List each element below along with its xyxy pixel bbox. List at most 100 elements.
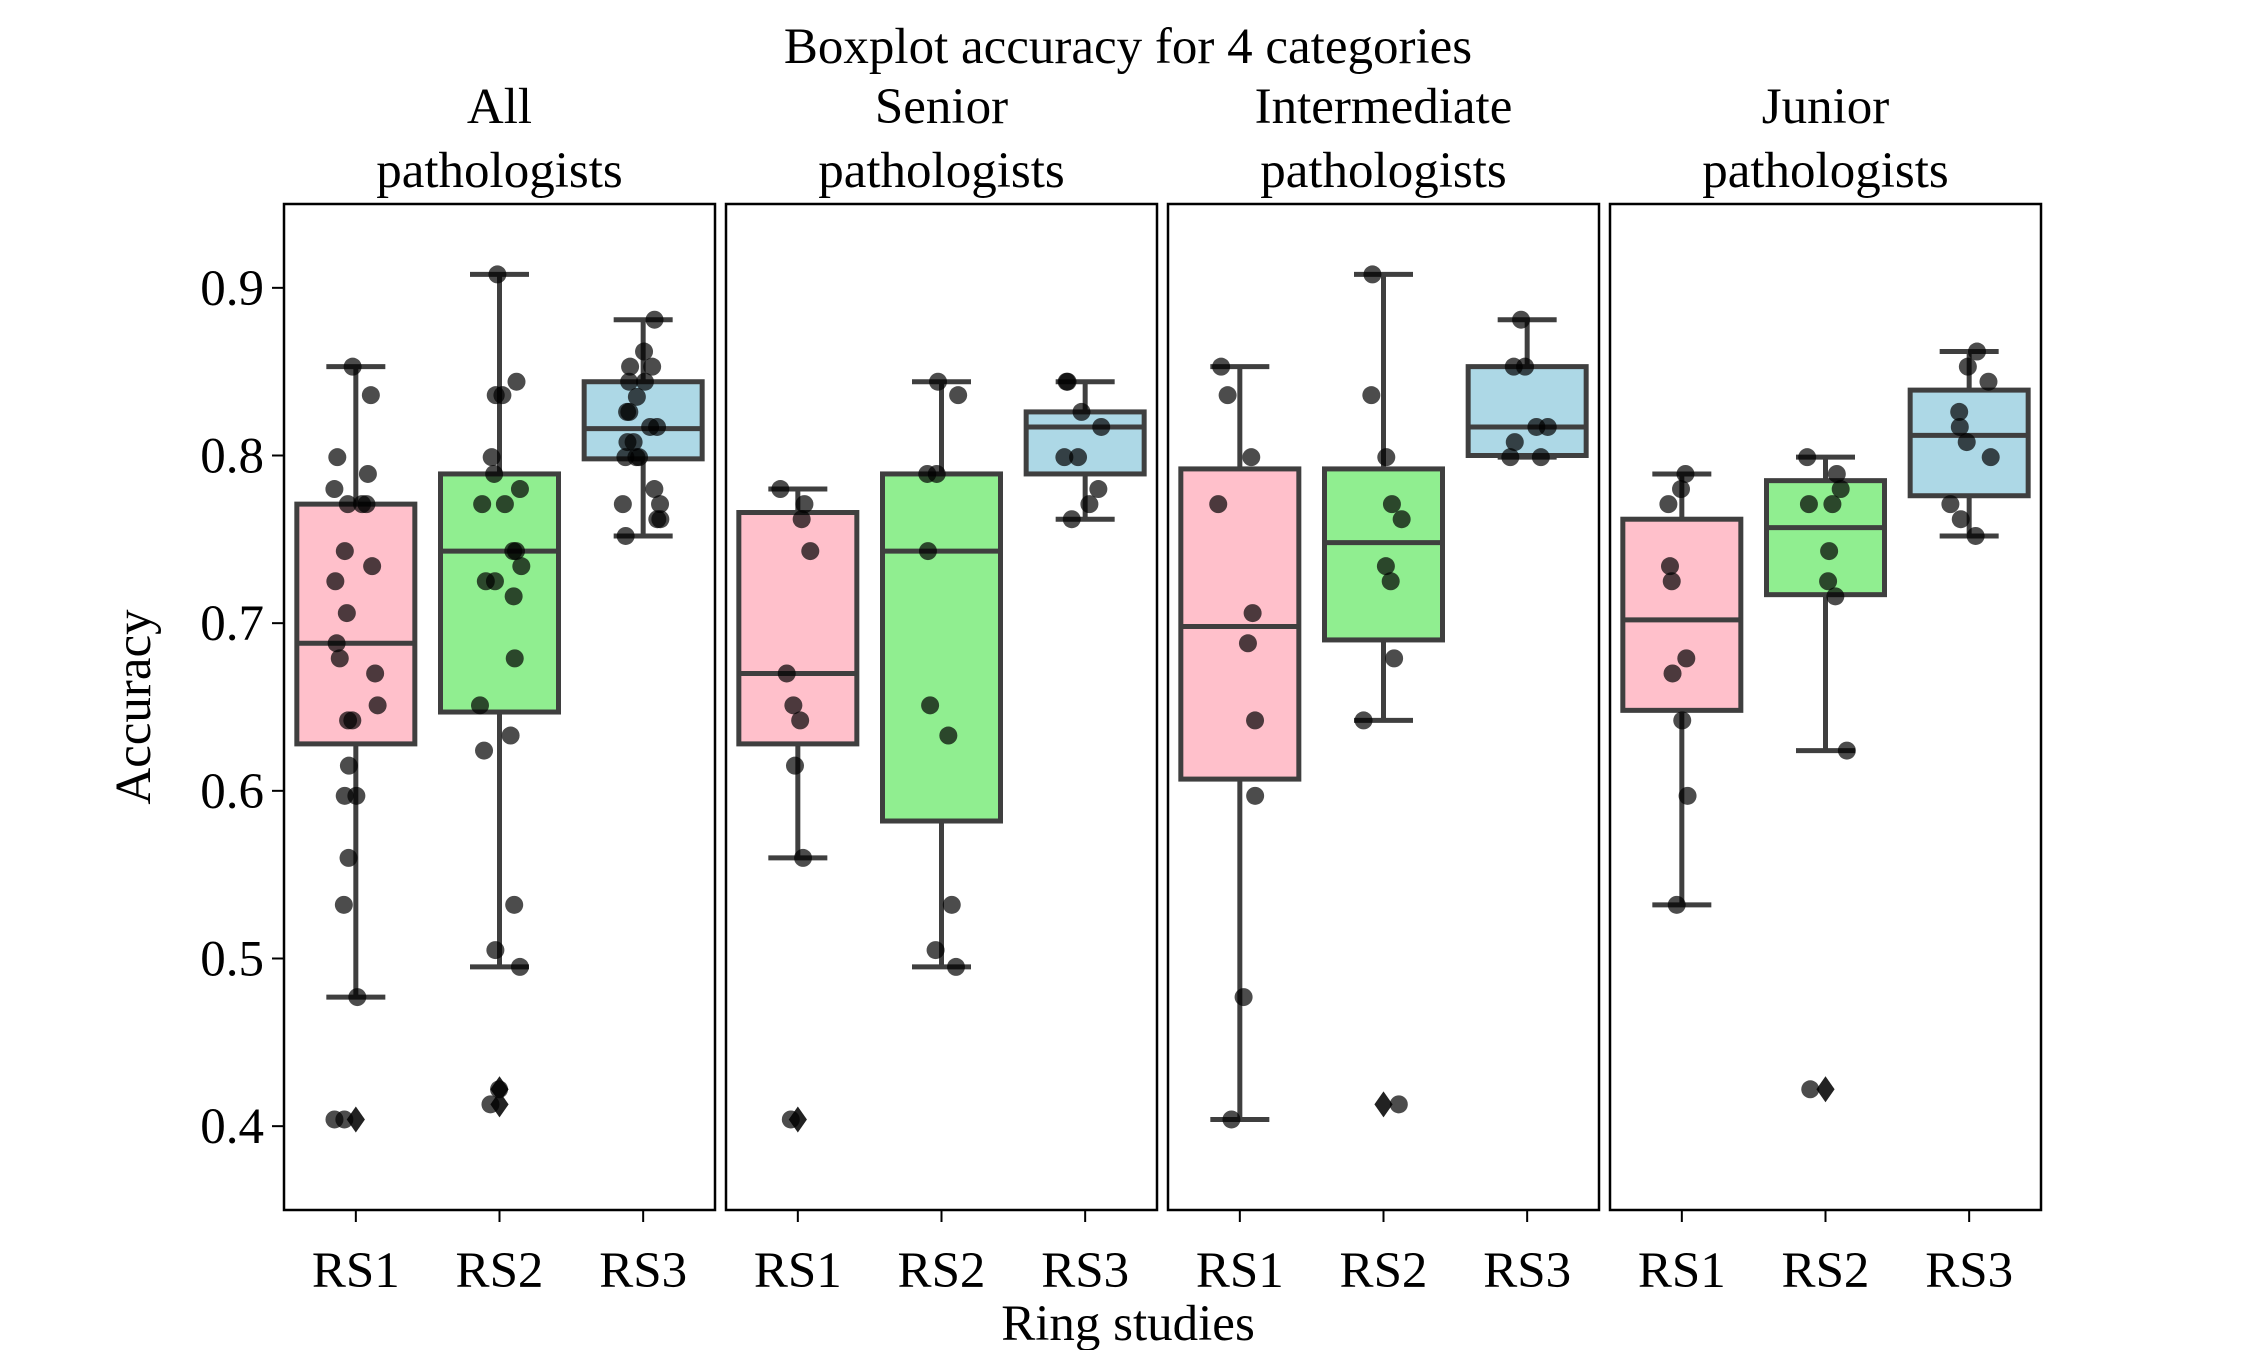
data-point xyxy=(361,386,380,405)
data-point xyxy=(1512,310,1531,329)
data-point xyxy=(343,357,362,376)
data-point xyxy=(1677,649,1696,668)
data-point xyxy=(1673,711,1692,730)
box-group xyxy=(1465,310,1589,467)
data-point xyxy=(486,941,505,960)
data-point xyxy=(339,756,358,775)
data-point xyxy=(1966,526,1985,545)
x-tick-label: RS3 xyxy=(1483,1243,1571,1299)
data-point xyxy=(325,1110,344,1129)
box-group xyxy=(581,310,705,545)
data-point xyxy=(1958,357,1977,376)
data-point xyxy=(368,696,387,715)
data-point xyxy=(1389,1095,1408,1114)
data-point xyxy=(791,711,810,730)
data-point xyxy=(620,402,639,421)
data-point xyxy=(1055,448,1074,467)
data-point xyxy=(1678,786,1697,805)
data-point xyxy=(358,464,377,483)
data-point xyxy=(1246,711,1265,730)
box-group xyxy=(1907,342,2031,545)
data-point xyxy=(784,696,803,715)
panel-title: Senior xyxy=(875,79,1008,135)
x-tick-label: RS2 xyxy=(1340,1243,1428,1299)
data-point xyxy=(1089,480,1108,499)
x-tick-label: RS1 xyxy=(312,1243,400,1299)
data-point xyxy=(1951,510,1970,529)
y-tick-label: 0.9 xyxy=(200,261,264,317)
data-point xyxy=(1246,786,1265,805)
data-point xyxy=(505,649,524,668)
data-point xyxy=(495,495,514,514)
data-point xyxy=(635,372,654,391)
data-point xyxy=(627,448,646,467)
data-point xyxy=(1516,357,1535,376)
data-point xyxy=(785,756,804,775)
box-group xyxy=(1620,464,1744,914)
data-point xyxy=(1799,495,1818,514)
data-point xyxy=(1385,649,1404,668)
y-axis-label: Accuracy xyxy=(106,609,162,805)
chart-title: Boxplot accuracy for 4 categories xyxy=(784,19,1472,75)
data-point xyxy=(1801,1080,1820,1099)
data-point xyxy=(507,542,526,561)
data-point xyxy=(777,664,796,683)
box-iqr xyxy=(880,471,1003,824)
panel: Junior pathologists RS1 RS2 RS3 xyxy=(1608,79,2043,1299)
data-point xyxy=(645,480,664,499)
data-point xyxy=(1243,604,1262,623)
panel-title: pathologists xyxy=(376,143,623,199)
box-group xyxy=(1764,448,1887,1103)
data-point xyxy=(1218,386,1237,405)
data-point xyxy=(621,357,640,376)
panel-title: All xyxy=(467,79,532,135)
data-point xyxy=(1950,417,1969,436)
data-point xyxy=(1382,495,1401,514)
data-point xyxy=(942,895,961,914)
data-point xyxy=(330,649,349,668)
box-group xyxy=(1178,357,1302,1129)
data-point xyxy=(641,417,660,436)
x-tick-label: RS2 xyxy=(1782,1243,1870,1299)
x-tick-label: RS2 xyxy=(456,1243,544,1299)
panel-title: Junior xyxy=(1762,79,1890,135)
data-point xyxy=(507,372,526,391)
panels: All pathologists RS1 RS2 RS3 Senior pathologis… xyxy=(282,79,2043,1299)
data-point xyxy=(1377,448,1396,467)
data-point xyxy=(1376,557,1395,576)
data-point xyxy=(335,542,354,561)
data-point xyxy=(616,526,635,545)
data-point xyxy=(620,372,639,391)
data-point xyxy=(334,895,353,914)
panel-title: pathologists xyxy=(818,143,1065,199)
panel: Intermediate pathologists RS1 RS2 RS3 xyxy=(1166,79,1601,1299)
data-point xyxy=(1823,495,1842,514)
box-group xyxy=(1322,265,1445,1118)
outlier-marker xyxy=(1374,1091,1393,1118)
data-point xyxy=(1080,495,1099,514)
data-point xyxy=(327,634,346,653)
data-point xyxy=(1663,664,1682,683)
data-point xyxy=(613,495,632,514)
outlier-marker xyxy=(1816,1076,1835,1103)
data-point xyxy=(645,310,664,329)
data-point xyxy=(343,711,362,730)
data-point xyxy=(326,572,345,591)
panel-title: pathologists xyxy=(1702,143,1949,199)
data-point xyxy=(1209,495,1228,514)
data-point xyxy=(504,587,523,606)
panel: Senior pathologists RS1 RS2 RS3 xyxy=(724,79,1159,1299)
y-tick-label: 0.6 xyxy=(200,764,264,820)
data-point xyxy=(473,495,492,514)
x-axis-label: Ring studies xyxy=(1001,1296,1255,1350)
data-point xyxy=(1092,417,1111,436)
data-point xyxy=(510,480,529,499)
data-point xyxy=(488,265,507,284)
outlier-marker xyxy=(346,1106,365,1133)
data-point xyxy=(1662,572,1681,591)
data-point xyxy=(1354,711,1373,730)
data-point xyxy=(1212,357,1231,376)
data-point xyxy=(1242,448,1261,467)
data-point xyxy=(470,696,489,715)
x-tick-label: RS1 xyxy=(1638,1243,1726,1299)
